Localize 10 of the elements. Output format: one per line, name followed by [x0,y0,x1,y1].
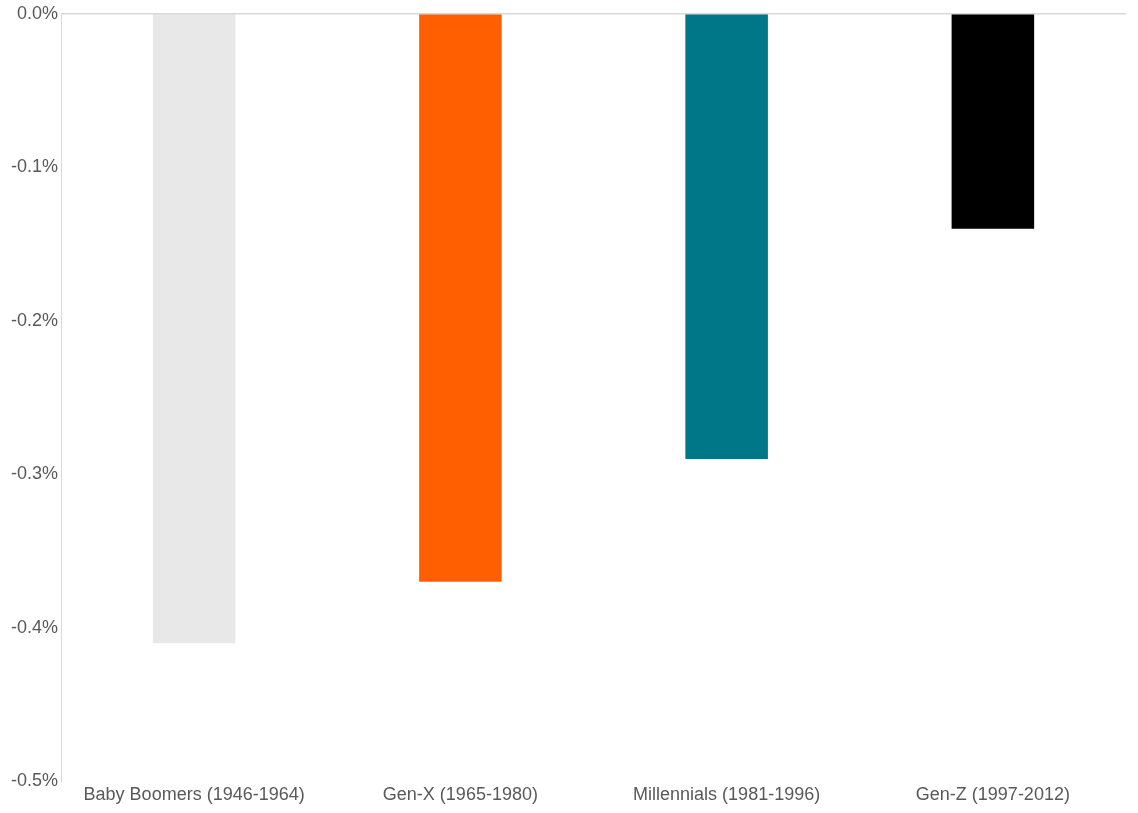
x-tick-label: Gen-X (1965-1980) [382,784,538,805]
y-tick-label: -0.5% [10,770,59,791]
x-tick-label: Baby Boomers (1946-1964) [83,784,305,805]
x-tick-label: Gen-Z (1997-2012) [915,784,1070,805]
x-tick-label: Millennials (1981-1996) [633,784,821,805]
y-tick-label: -0.4% [10,616,59,637]
y-tick-label: -0.3% [10,463,59,484]
y-tick-label: -0.2% [10,309,59,330]
y-tick-label: 0.0% [16,2,59,23]
y-tick-label: -0.1% [10,156,59,177]
